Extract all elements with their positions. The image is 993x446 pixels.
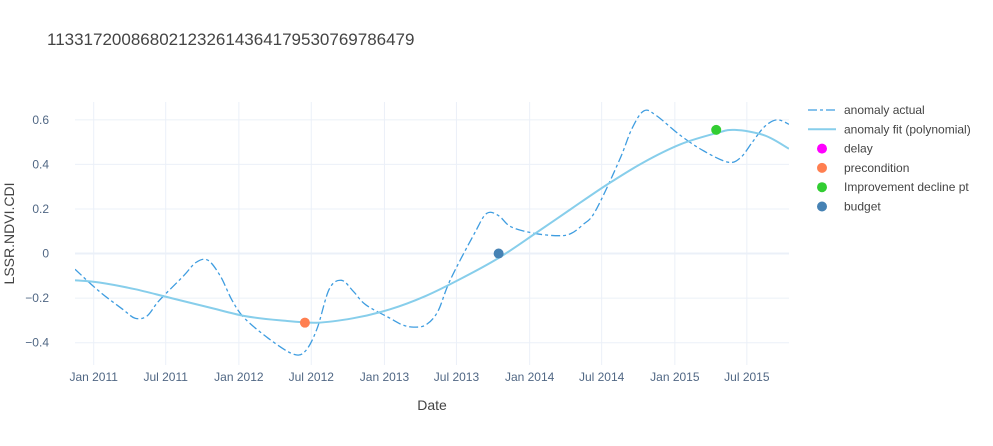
y-tick-label: −0.4 xyxy=(25,336,49,350)
series-line-anomaly-fit-polynomial- xyxy=(75,128,789,324)
x-tick-label: Jul 2013 xyxy=(434,370,480,384)
x-tick-label: Jul 2012 xyxy=(289,370,335,384)
legend-swatch-marker xyxy=(817,201,827,212)
legend-item: precondition xyxy=(817,161,909,175)
legend-item: anomaly fit (polynomial) xyxy=(808,122,971,136)
legend: anomaly actual anomaly fit (polynomial) de… xyxy=(808,103,971,214)
markers xyxy=(299,124,722,328)
x-axis-title: Date xyxy=(417,397,447,413)
y-tick-label: 0.6 xyxy=(32,113,49,127)
legend-label: anomaly actual xyxy=(844,103,925,117)
x-tick-label: Jul 2015 xyxy=(724,370,770,384)
y-tick-label: −0.2 xyxy=(25,291,49,305)
marker-budget xyxy=(493,248,504,259)
x-tick-label: Jul 2011 xyxy=(143,370,188,384)
axis-ticks: Jan 2011 Jul 2011 Jan 2012 Jul 2012 Jan 2013… xyxy=(25,113,770,384)
x-tick-label: Jan 2014 xyxy=(505,370,555,384)
legend-item: delay xyxy=(817,142,873,156)
legend-label: Improvement decline pt xyxy=(844,180,969,194)
legend-swatch-marker xyxy=(817,162,827,173)
x-tick-label: Jul 2014 xyxy=(579,370,625,384)
x-tick-label: Jan 2012 xyxy=(214,370,264,384)
marker-improvement-decline-pt xyxy=(711,124,722,135)
legend-item: Improvement decline pt xyxy=(817,180,969,194)
legend-label: delay xyxy=(844,142,873,156)
gridlines xyxy=(75,102,789,365)
plot-area xyxy=(75,109,789,356)
y-tick-label: 0.2 xyxy=(32,202,49,216)
x-tick-label: Jan 2015 xyxy=(650,370,700,384)
legend-swatch-marker xyxy=(817,182,827,193)
legend-label: anomaly fit (polynomial) xyxy=(844,122,971,136)
legend-item: budget xyxy=(817,200,881,214)
marker-precondition xyxy=(299,317,310,328)
legend-item: anomaly actual xyxy=(808,103,925,117)
chart-title: 11331720086802123261436417953076978647​9 xyxy=(47,30,415,49)
series-line-anomaly-actual xyxy=(75,109,789,356)
y-tick-label: 0.4 xyxy=(32,157,49,171)
y-axis-title: LSSR.NDVI.CDI xyxy=(1,183,17,285)
legend-swatch-marker xyxy=(817,143,827,154)
x-tick-label: Jan 2013 xyxy=(360,370,410,384)
y-tick-label: 0 xyxy=(42,247,49,261)
legend-label: budget xyxy=(844,200,881,214)
x-tick-label: Jan 2011 xyxy=(69,370,118,384)
legend-label: precondition xyxy=(844,161,909,175)
